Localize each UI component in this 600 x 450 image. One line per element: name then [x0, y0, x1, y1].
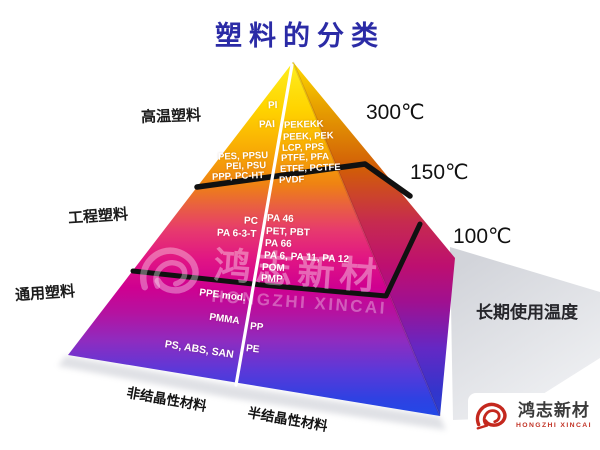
- pyramid-front-face: [68, 62, 440, 416]
- material-label: ETFE, PCTFE: [279, 161, 341, 175]
- page-title: 塑料的分类: [215, 21, 385, 51]
- material-label: PA 66: [264, 238, 292, 250]
- category-label-high-temp: 高温塑料: [140, 106, 202, 127]
- brand-logo: 鸿志新材 HONGZHI XINCAI: [468, 393, 598, 439]
- material-label: PI: [267, 100, 278, 112]
- brand-logo-swirl-icon: [475, 402, 507, 430]
- material-label: PEKEKK: [283, 118, 324, 131]
- brand-logo-cn-text: 鸿志新材: [517, 401, 590, 421]
- temp-label-300: 300℃: [366, 101, 425, 124]
- temp-label-150: 150℃: [410, 161, 469, 184]
- crystallinity-divider-line: [234, 63, 294, 387]
- ground-shadow-right: [450, 247, 600, 420]
- category-label-engineering: 工程塑料: [67, 205, 129, 228]
- material-label: PA 46: [266, 213, 294, 225]
- temperature-axis-note: 长期使用温度: [476, 303, 578, 322]
- material-label: PVDF: [278, 174, 305, 186]
- temp-band-150: [194, 161, 413, 199]
- material-label: PMP: [260, 273, 283, 286]
- temp-label-100: 100℃: [453, 225, 512, 248]
- material-label: PP: [249, 321, 264, 334]
- brand-logo-en-text: HONGZHI XINCAI: [516, 422, 592, 430]
- pyramid-face-edge: [292, 61, 441, 417]
- material-label: PA 6-3-T: [216, 227, 257, 240]
- ground-shadow-base: [58, 356, 446, 430]
- temp-band-100: [130, 221, 423, 299]
- material-label: PAI: [258, 119, 276, 131]
- material-label: PE: [245, 343, 260, 356]
- pyramid-right-face: [293, 62, 455, 416]
- material-label: PPP, PC-HT: [211, 170, 265, 183]
- category-label-general: 通用塑料: [14, 282, 76, 305]
- material-label: PET, PBT: [265, 226, 311, 239]
- material-label: PC: [243, 215, 259, 227]
